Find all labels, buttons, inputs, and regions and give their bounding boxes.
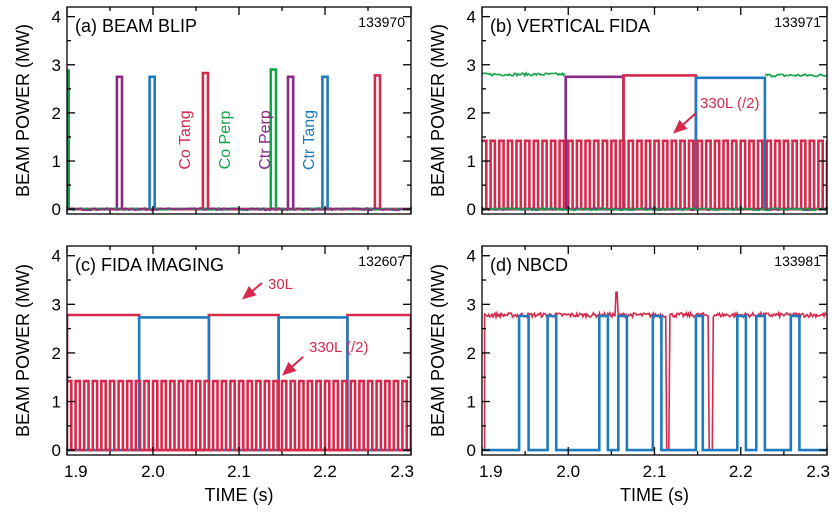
y-tick-label: 3 [52, 56, 61, 75]
series-line [764, 73, 827, 78]
plot-area [67, 68, 411, 212]
y-tick-label: 4 [467, 8, 476, 27]
arrow-head [241, 286, 257, 300]
series-line [482, 314, 827, 452]
y-axis-label: BEAM POWER (MW) [428, 24, 448, 197]
panel-3: 0 1 2 3 4 1.9 2.0 2.1 2.2 2.3 BEAM POWER (MW) TIME … [428, 245, 830, 505]
series-line [482, 139, 827, 211]
series-line [67, 68, 411, 211]
x-tick-label: 2.3 [390, 462, 414, 481]
series-line [67, 379, 411, 452]
panel-title: (c) FIDA IMAGING [75, 255, 224, 275]
y-axis-label: BEAM POWER (MW) [13, 24, 33, 197]
x-tick-label: 2.2 [313, 462, 337, 481]
y-tick-label: 4 [467, 247, 476, 266]
x-tick-label: 2.1 [227, 462, 251, 481]
y-tick-label: 2 [467, 104, 476, 123]
x-tick-label: 2.2 [729, 462, 753, 481]
x-tick-label: 2.3 [806, 462, 830, 481]
beam-label: Co Perp [217, 111, 234, 170]
x-tick-label: 2.1 [643, 462, 667, 481]
beam-label: Co Tang [177, 110, 194, 169]
y-tick-label: 0 [467, 441, 476, 460]
shot-number: 133981 [774, 253, 821, 269]
y-tick-label: 3 [52, 295, 61, 314]
plot-area [482, 291, 827, 452]
arrow-head [673, 119, 688, 134]
panel-1: 0 1 2 3 4 BEAM POWER (MW) (b) VERTICAL FIDA 133… [428, 6, 828, 219]
y-tick-label: 3 [467, 295, 476, 314]
y-tick-label: 1 [467, 152, 476, 171]
y-tick-label: 0 [52, 441, 61, 460]
shot-number: 133971 [774, 14, 821, 30]
y-tick-label: 2 [52, 344, 61, 363]
annotation-label: 30L [268, 276, 293, 293]
y-tick-label: 2 [467, 344, 476, 363]
series-line [67, 313, 411, 452]
y-tick-label: 0 [467, 200, 476, 219]
plot-area [482, 71, 827, 212]
y-axis-label: BEAM POWER (MW) [428, 264, 448, 437]
x-tick-label: 2.0 [141, 462, 165, 481]
y-tick-label: 1 [52, 393, 61, 412]
y-tick-label: 3 [467, 56, 476, 75]
arrow-head [282, 361, 297, 376]
y-tick-label: 1 [52, 152, 61, 171]
shot-number: 132607 [358, 253, 405, 269]
x-axis-label: TIME (s) [620, 485, 689, 505]
x-tick-label: 1.9 [479, 462, 503, 481]
y-tick-label: 4 [52, 8, 61, 27]
y-tick-label: 2 [52, 104, 61, 123]
y-tick-label: 0 [52, 200, 61, 219]
y-tick-label: 1 [467, 393, 476, 412]
annotation-label: 330L (/2) [309, 339, 368, 356]
series-line [67, 75, 411, 211]
shot-number: 133970 [358, 14, 405, 30]
plot-frame [66, 6, 412, 215]
y-tick-label: 4 [52, 247, 61, 266]
annotation-label: 330L (/2) [700, 95, 759, 112]
series-line [67, 71, 411, 211]
panel-0: 0 1 2 3 4 BEAM POWER (MW) (a) BEAM BLIP 133970 C… [13, 6, 412, 219]
plot-frame [481, 245, 828, 456]
series-line [482, 71, 566, 78]
panel-2: 0 1 2 3 4 1.9 2.0 2.1 2.2 2.3 BEAM POWER (MW) TIME … [13, 245, 414, 505]
x-tick-label: 2.0 [556, 462, 580, 481]
panel-title: (a) BEAM BLIP [75, 16, 197, 36]
beam-label: Ctr Tang [301, 110, 318, 170]
x-axis-label: TIME (s) [205, 485, 274, 505]
panel-title: (d) NBCD [490, 255, 568, 275]
beam-label: Ctr Perp [257, 110, 274, 170]
y-axis-label: BEAM POWER (MW) [13, 264, 33, 437]
plot-area [67, 313, 411, 452]
series-line [67, 75, 411, 211]
x-tick-label: 1.9 [64, 462, 88, 481]
panel-title: (b) VERTICAL FIDA [490, 16, 650, 36]
